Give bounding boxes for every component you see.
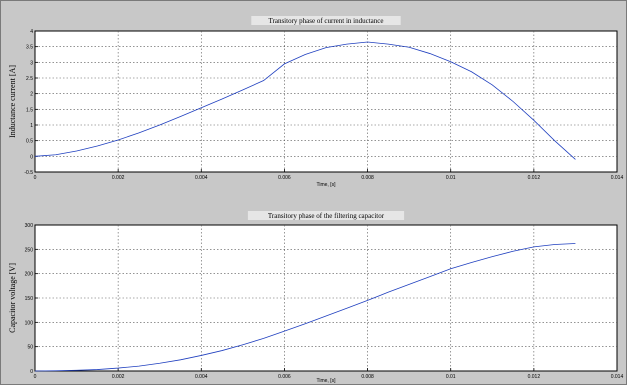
y-tick-label: 0 <box>30 154 33 160</box>
y-tick-label: 50 <box>27 345 33 351</box>
y-tick-label: 2.5 <box>26 76 33 82</box>
y-tick-label: 250 <box>25 247 34 253</box>
y-axis-label: Capacitor voltage [V] <box>8 263 17 333</box>
x-tick-label: 0.006 <box>278 175 291 181</box>
x-tick-label: 0 <box>34 374 37 380</box>
y-tick-label: 200 <box>25 272 34 278</box>
chart-title-background <box>247 211 405 220</box>
y-tick-label: -0.5 <box>24 170 33 176</box>
x-tick-label: 0.012 <box>528 374 541 380</box>
x-tick-label: 0.012 <box>528 175 541 181</box>
y-tick-label: 3.5 <box>26 45 33 51</box>
x-tick-label: 0.006 <box>278 374 291 380</box>
y-tick-label: 1 <box>30 123 33 129</box>
x-tick-label: 0.004 <box>195 374 208 380</box>
y-tick-label: 1.5 <box>26 107 33 113</box>
x-tick-label: 0.008 <box>361 175 374 181</box>
x-tick-label: 0.004 <box>195 175 208 181</box>
plot-area <box>34 30 618 173</box>
x-tick-label: 0.002 <box>112 374 125 380</box>
x-tick-label: 0.008 <box>361 374 374 380</box>
x-tick-label: 0.01 <box>446 175 456 181</box>
y-tick-label: 300 <box>25 223 34 229</box>
chart-title-background <box>251 16 401 25</box>
x-tick-label: 0.014 <box>611 175 624 181</box>
chart-title: Transitory phase of the filtering capaci… <box>268 212 385 220</box>
y-tick-label: 0 <box>30 369 33 375</box>
y-tick-label: 150 <box>25 296 34 302</box>
y-tick-label: 3 <box>30 60 33 66</box>
y-tick-label: 0.5 <box>26 139 33 145</box>
chart-title: Transitory phase of current in inductanc… <box>268 17 383 25</box>
x-axis-label: Time, [s] <box>317 378 337 384</box>
x-axis-label: Time, [s] <box>317 182 337 188</box>
x-tick-label: 0.014 <box>611 374 624 380</box>
chart-1: 0 0.002 0.004 0.006 0.008 0.01 0.012 0.014-0.50… <box>8 16 623 188</box>
y-tick-label: 2 <box>30 92 33 98</box>
x-tick-label: 0.01 <box>446 374 456 380</box>
y-axis-label: Inductance current [A] <box>8 65 17 138</box>
y-tick-label: 100 <box>25 320 34 326</box>
x-tick-label: 0.002 <box>112 175 125 181</box>
series-line-1 <box>34 41 576 160</box>
chart-2: 0 0.002 0.004 0.006 0.008 0.01 0.012 0.014 0 50 10… <box>8 211 623 384</box>
y-tick-label: 4 <box>30 29 33 35</box>
series-line-1 <box>34 243 576 372</box>
x-tick-label: 0 <box>34 175 37 181</box>
